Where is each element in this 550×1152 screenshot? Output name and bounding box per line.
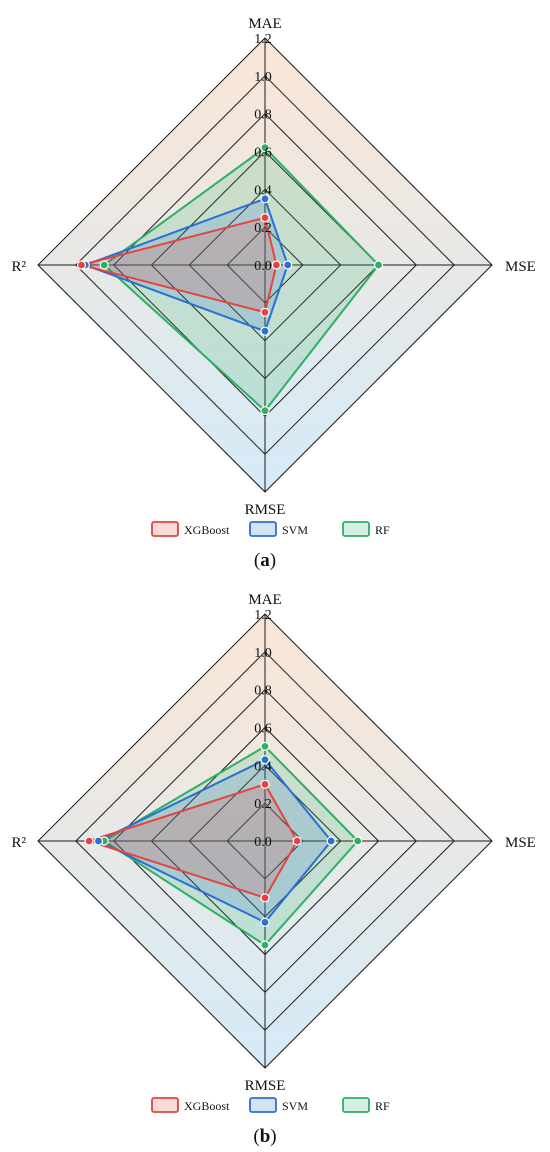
radar-chart-a: 0.0 0.2 0.4 0.6 0.8 1.0 1.2 MAE MSE RMSE R² XGBoost… xyxy=(11,16,536,571)
legend-label: XGBoost xyxy=(184,523,230,537)
data-point-xgboost xyxy=(260,213,270,223)
data-point-xgboost xyxy=(260,307,270,317)
data-point-xgboost xyxy=(260,893,270,903)
data-point-rf xyxy=(353,836,363,846)
legend-swatch xyxy=(342,521,370,537)
data-point-rf xyxy=(99,260,109,270)
legend-swatch xyxy=(249,1097,277,1113)
tick-label: 1.2 xyxy=(254,608,272,623)
axis-label-4: R² xyxy=(11,835,26,851)
tick-label: 1.0 xyxy=(254,70,272,85)
axis-label-2: MSE xyxy=(505,835,536,851)
legend-swatch xyxy=(151,1097,179,1113)
data-point-svm xyxy=(283,260,293,270)
tick-label: 1.2 xyxy=(254,32,272,47)
data-point-svm xyxy=(93,836,104,846)
data-point-rf xyxy=(373,260,384,270)
data-point-rf xyxy=(260,143,270,153)
legend-label: RF xyxy=(375,1099,390,1113)
legend-item-xgboost: XGBoost xyxy=(151,521,230,537)
data-point-rf xyxy=(260,406,270,416)
data-point-svm xyxy=(260,326,270,336)
data-point-xgboost xyxy=(76,260,87,270)
tick-label: 0.6 xyxy=(254,146,272,161)
panel-caption: (b) xyxy=(253,1126,276,1147)
data-point-svm xyxy=(260,755,270,765)
data-point-xgboost xyxy=(292,836,302,846)
legend-label: SVM xyxy=(282,1099,308,1113)
legend-swatch xyxy=(342,1097,370,1113)
legend-item-svm: SVM xyxy=(249,521,308,537)
tick-label: 0.8 xyxy=(254,684,272,699)
legend-swatch xyxy=(249,521,277,537)
tick-label: 0.0 xyxy=(254,259,272,274)
data-point-rf xyxy=(260,741,270,751)
legend-item-rf: RF xyxy=(342,521,390,537)
radar-chart-b: 0.0 0.2 0.4 0.6 0.8 1.0 1.2 MAE MSE RMSE R² XGBoost… xyxy=(0,576,550,1152)
data-point-xgboost xyxy=(260,779,270,789)
legend-label: SVM xyxy=(282,523,308,537)
tick-label: 0.4 xyxy=(254,759,272,774)
data-point-svm xyxy=(260,917,270,927)
tick-label: 0.2 xyxy=(254,797,272,812)
legend-swatch xyxy=(151,521,179,537)
tick-label: 0.0 xyxy=(254,835,272,850)
tick-label: 0.2 xyxy=(254,221,272,236)
axis-label-3: RMSE xyxy=(245,1078,286,1094)
data-point-svm xyxy=(326,836,336,846)
data-point-xgboost xyxy=(271,260,281,270)
data-point-svm xyxy=(260,194,270,204)
axis-label-1: MAE xyxy=(248,16,281,32)
axis-label-2: MSE xyxy=(505,259,536,275)
panel-caption: (a) xyxy=(254,550,276,571)
data-point-rf xyxy=(260,940,270,950)
axis-label-3: RMSE xyxy=(245,502,286,518)
tick-label: 0.8 xyxy=(254,108,272,123)
legend-item-svm: SVM xyxy=(249,1097,308,1113)
tick-label: 0.6 xyxy=(254,722,272,737)
legend-item-xgboost: XGBoost xyxy=(151,1097,230,1113)
axis-label-1: MAE xyxy=(248,592,281,608)
data-point-xgboost xyxy=(84,836,94,846)
tick-label: 1.0 xyxy=(254,646,272,661)
tick-label: 0.4 xyxy=(254,183,272,198)
legend-item-rf: RF xyxy=(342,1097,390,1113)
legend-label: RF xyxy=(375,523,390,537)
legend-label: XGBoost xyxy=(184,1099,230,1113)
axis-label-4: R² xyxy=(11,259,26,275)
